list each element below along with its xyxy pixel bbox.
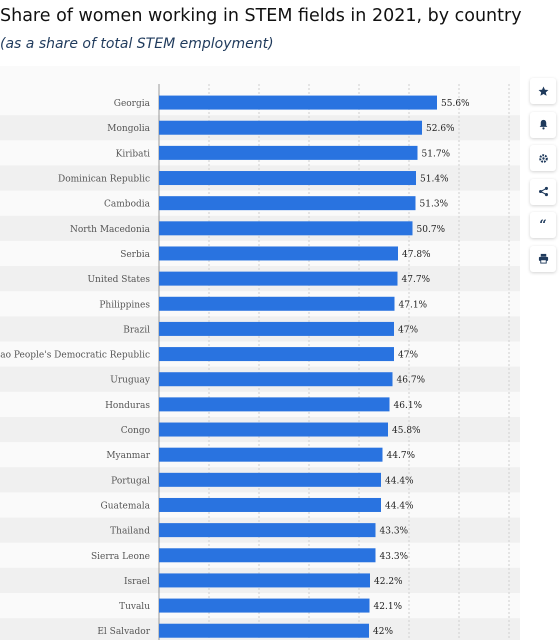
value-label: 46.7% (397, 376, 426, 386)
quote-icon: “ (539, 217, 547, 233)
bar (159, 372, 393, 387)
category-label: North Macedonia (70, 225, 151, 235)
settings-button[interactable] (530, 145, 556, 171)
value-label: 47% (398, 351, 418, 361)
category-label: Thailand (110, 527, 150, 537)
value-label: 52.6% (426, 124, 455, 134)
value-label: 43.3% (380, 552, 409, 562)
print-icon (538, 253, 548, 264)
category-label: Guatemala (101, 501, 151, 511)
category-label: Philippines (99, 300, 150, 310)
gear-icon (538, 153, 548, 163)
category-label: Dominican Republic (58, 175, 150, 185)
bar (159, 171, 416, 186)
bar (159, 246, 398, 261)
value-label: 46.1% (394, 401, 423, 411)
value-label: 44.4% (385, 476, 414, 486)
value-label: 55.6% (441, 99, 470, 109)
category-label: Congo (121, 426, 150, 436)
bar (159, 397, 390, 412)
bar-chart: Georgia 55.6% Mongolia 52.6% Kiribati 51.7% Do… (0, 84, 520, 640)
bar (159, 296, 395, 311)
category-label: Tuvalu (119, 602, 150, 612)
bar (159, 196, 416, 211)
bar (159, 548, 376, 563)
value-label: 51.3% (420, 200, 449, 210)
bar (159, 472, 381, 487)
bar (159, 347, 394, 362)
chart-subtitle: (as a share of total STEM employment) (0, 36, 274, 52)
value-label: 47% (398, 325, 418, 335)
bell-icon (539, 119, 547, 130)
share-button[interactable] (530, 178, 556, 205)
bar (159, 422, 388, 437)
bar (159, 623, 369, 638)
category-label: Brazil (123, 325, 150, 335)
bar (159, 120, 422, 135)
bar (159, 598, 370, 613)
value-label: 42.2% (374, 577, 403, 587)
print-button[interactable] (530, 245, 556, 272)
value-label: 47.8% (402, 250, 431, 260)
category-label: Israel (124, 577, 150, 587)
category-label: Georgia (114, 99, 151, 109)
chart-title: Share of women working in STEM fields in… (0, 6, 522, 26)
category-label: Portugal (111, 476, 150, 486)
value-label: 51.7% (422, 149, 451, 159)
category-label: Sierra Leone (91, 552, 150, 562)
category-label: Honduras (105, 401, 150, 411)
category-label: Cambodia (104, 200, 151, 210)
value-label: 42.1% (374, 602, 403, 612)
notification-button[interactable] (530, 111, 556, 138)
chart-panel: Georgia 55.6% Mongolia 52.6% Kiribati 51.7% Do… (0, 66, 520, 640)
share-icon (538, 186, 548, 197)
bar (159, 271, 398, 286)
value-label: 44.4% (385, 501, 414, 511)
bar (159, 573, 370, 588)
value-label: 45.8% (392, 426, 421, 436)
category-label: Lao People's Democratic Republic (0, 351, 150, 361)
favorite-button[interactable] (530, 78, 556, 104)
bar (159, 321, 394, 336)
category-label: Kiribati (116, 149, 151, 159)
category-label: Myanmar (106, 451, 150, 461)
value-label: 51.4% (420, 175, 449, 185)
value-label: 44.7% (387, 451, 416, 461)
value-label: 43.3% (380, 527, 409, 537)
bar (159, 447, 383, 462)
category-label: United States (87, 275, 150, 285)
category-label: Serbia (120, 250, 150, 260)
bar (159, 497, 381, 512)
value-label: 47.1% (399, 300, 428, 310)
bar (159, 145, 418, 160)
star-icon (538, 86, 548, 96)
bar (159, 523, 376, 538)
cite-button[interactable]: “ (530, 212, 556, 238)
bar (159, 95, 437, 110)
chart-toolbar: “ (530, 78, 556, 279)
value-label: 42% (373, 627, 393, 637)
category-label: Uruguay (110, 376, 151, 386)
category-label: El Salvador (97, 627, 150, 637)
value-label: 47.7% (402, 275, 431, 285)
category-label: Mongolia (107, 124, 150, 134)
bar (159, 221, 413, 236)
value-label: 50.7% (417, 225, 446, 235)
